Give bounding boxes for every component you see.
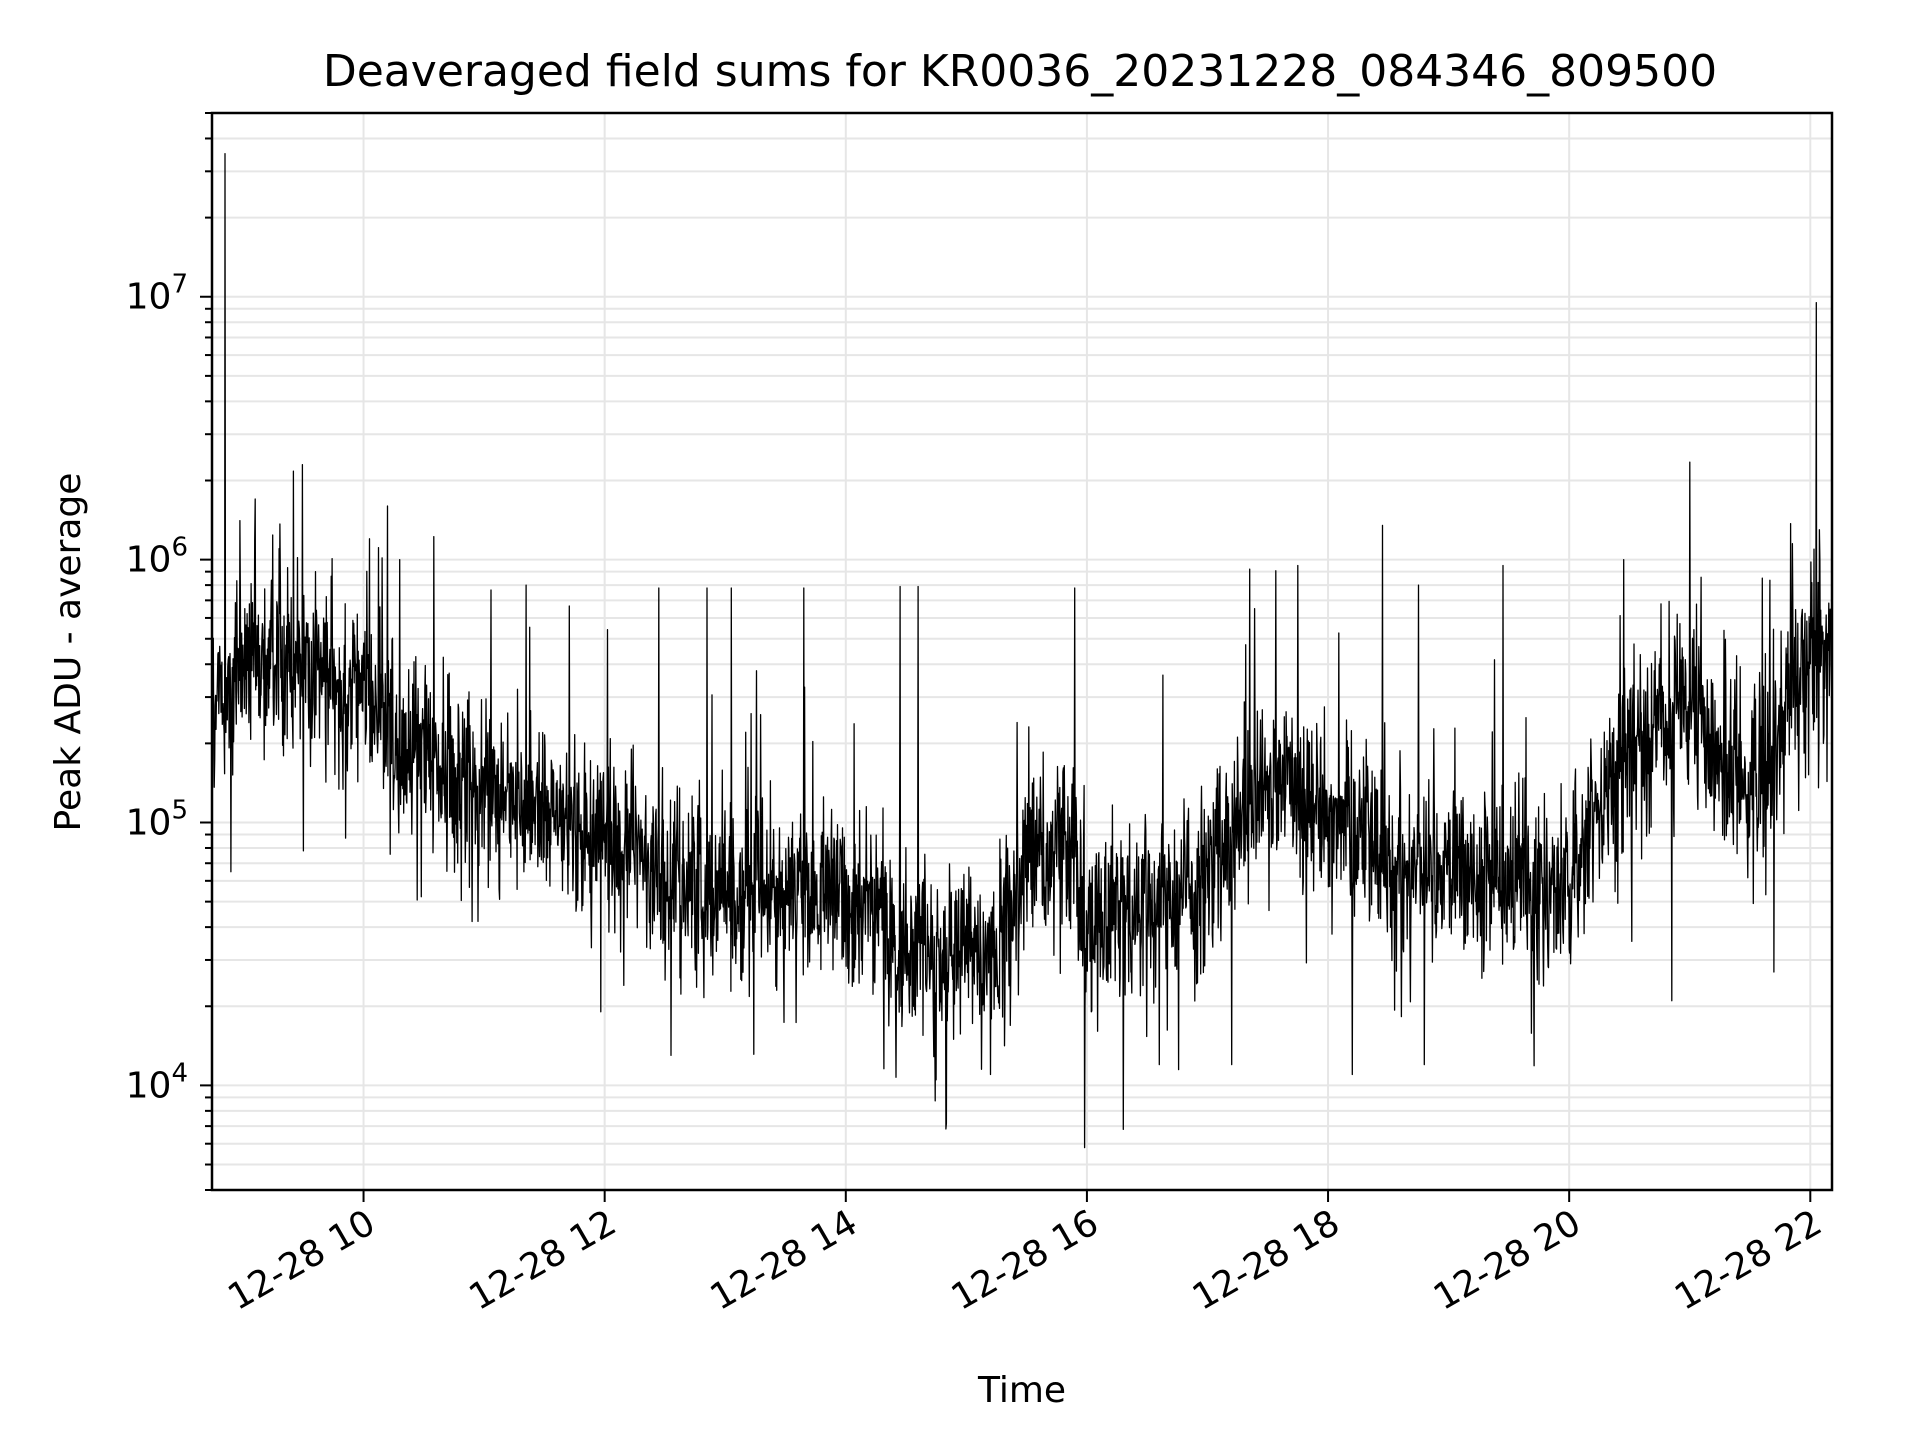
grid-lines — [212, 112, 1832, 1191]
y-tick-exponent: 5 — [171, 796, 188, 826]
y-tick-exponent: 6 — [171, 533, 188, 563]
x-tick-label: 12-28 18 — [1186, 1202, 1347, 1318]
y-tick-base: 10 — [126, 277, 172, 318]
x-tick-label: 12-28 14 — [704, 1202, 865, 1318]
x-axis-ticks: 12-28 10 12-28 12 12-28 14 12-28 16 12-28 18… — [221, 1190, 1829, 1319]
series-line — [211, 153, 1833, 1149]
y-tick-base: 10 — [126, 1065, 172, 1106]
x-tick-label: 12-28 22 — [1668, 1202, 1829, 1318]
y-tick-exponent: 7 — [171, 270, 188, 300]
x-tick-label: 12-28 20 — [1427, 1202, 1588, 1318]
y-tick-label: 106 — [126, 533, 188, 581]
plot-frame — [210, 111, 1834, 1192]
y-tick-exponent: 4 — [171, 1058, 188, 1088]
y-tick-base: 10 — [126, 803, 172, 844]
y-tick-label: 104 — [126, 1058, 188, 1106]
y-tick-label: 105 — [126, 796, 188, 844]
series-layer — [211, 153, 1833, 1149]
chart-title: Deaveraged field sums for KR0036_2023122… — [323, 46, 1717, 97]
y-tick-base: 10 — [126, 540, 172, 581]
y-axis-label: Peak ADU - average — [48, 473, 89, 832]
x-tick-label: 12-28 10 — [221, 1202, 382, 1318]
x-tick-label: 12-28 12 — [462, 1202, 623, 1318]
x-tick-label: 12-28 16 — [945, 1202, 1106, 1318]
x-axis-label: Time — [977, 1370, 1066, 1411]
y-tick-label: 107 — [126, 270, 188, 318]
